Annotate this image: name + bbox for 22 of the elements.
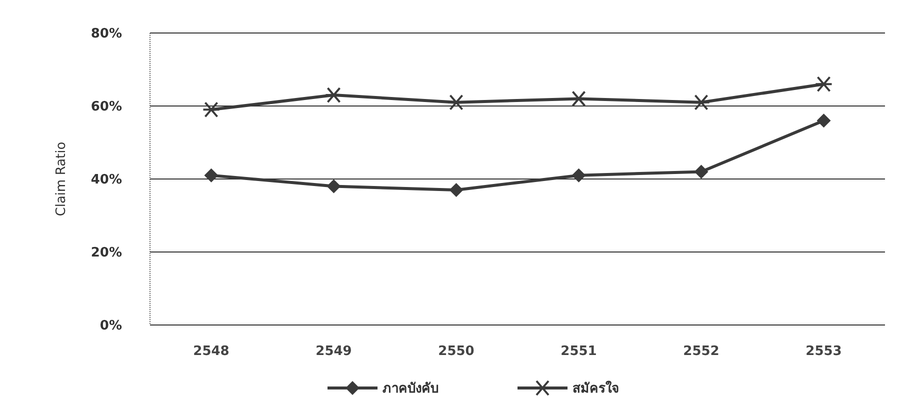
y-tick-label: 40% [90,172,122,188]
y-axis-title: Claim Ratio [54,142,69,216]
point [204,168,218,182]
point [449,182,464,197]
y-tick-label: 60% [90,100,122,115]
x-tick-label: 2553 [806,344,842,359]
x-tick-label: 2551 [560,344,597,359]
legend-label: ภาคบังคับ [382,382,438,397]
y-tick-label: 0% [100,318,122,334]
point [816,114,831,128]
x-tick-label: 2548 [193,344,230,359]
x-tick-label: 2552 [683,344,720,359]
x-tick-label: 2549 [316,344,352,359]
point [694,164,708,179]
legend-label: สมัครใจ [572,380,620,397]
y-tick-label: 80% [90,26,122,42]
point [572,168,586,182]
y-tick-label: 20% [90,246,122,261]
point [814,76,833,92]
point [326,179,341,194]
point [202,102,220,118]
x-tick-label: 2550 [438,344,474,359]
